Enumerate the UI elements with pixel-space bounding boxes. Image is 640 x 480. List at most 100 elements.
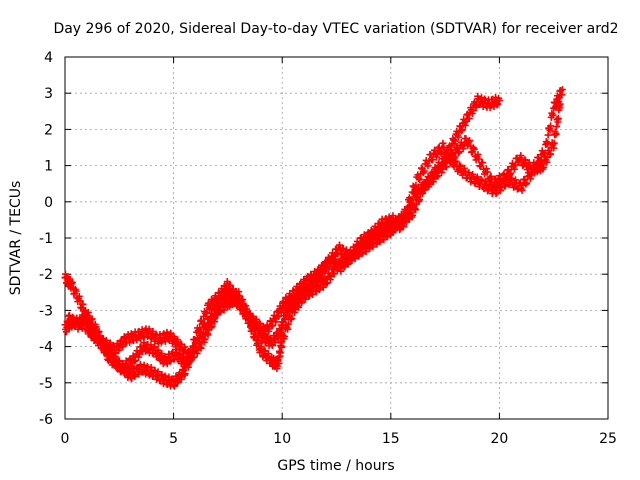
data-point	[543, 139, 551, 147]
data-point	[460, 164, 468, 172]
data-point	[550, 139, 558, 147]
data-point	[199, 319, 207, 327]
data-point	[429, 178, 437, 186]
data-point	[552, 130, 560, 138]
y-tick-label: 4	[44, 50, 53, 66]
data-point	[115, 358, 123, 366]
data-point	[470, 145, 478, 153]
data-point	[495, 96, 503, 104]
y-tick-label: -4	[39, 340, 53, 356]
data-point	[456, 161, 464, 169]
data-point	[482, 165, 490, 173]
x-axis-label: GPS time / hours	[277, 458, 394, 474]
data-point	[444, 146, 452, 154]
y-axis-label: SDTVAR / TECUs	[8, 181, 24, 296]
data-point	[466, 137, 474, 145]
data-point	[436, 148, 444, 156]
data-point	[281, 315, 289, 323]
data-point	[416, 190, 424, 198]
data-point	[467, 178, 475, 186]
data-point	[429, 156, 437, 164]
data-point	[433, 173, 441, 181]
x-tick-label: 15	[382, 431, 400, 447]
data-point	[521, 156, 529, 164]
data-point	[457, 162, 465, 170]
data-point	[447, 156, 455, 164]
data-point	[506, 171, 514, 179]
data-point	[552, 102, 560, 110]
data-point	[275, 313, 283, 321]
data-point	[276, 349, 284, 357]
data-point	[413, 193, 421, 201]
data-point	[408, 202, 416, 210]
data-point	[477, 175, 485, 183]
data-point	[190, 353, 198, 361]
data-point	[226, 281, 234, 289]
y-tick-label: 1	[44, 159, 53, 175]
data-point	[439, 139, 447, 147]
data-point	[192, 336, 200, 344]
data-point	[528, 168, 536, 176]
data-point	[214, 311, 222, 319]
data-point	[493, 180, 501, 188]
data-point	[552, 123, 560, 131]
data-point	[493, 188, 501, 196]
x-tick-label: 0	[61, 431, 70, 447]
data-point	[479, 159, 487, 167]
data-point	[540, 153, 548, 161]
data-point	[79, 300, 87, 308]
data-point	[504, 166, 512, 174]
data-point	[99, 337, 107, 345]
data-point	[284, 320, 292, 328]
data-point	[181, 370, 189, 378]
data-point	[459, 145, 467, 153]
data-point	[92, 323, 100, 331]
data-point	[404, 210, 412, 218]
series-track-b	[61, 100, 564, 365]
data-point	[502, 177, 510, 185]
data-point	[554, 114, 562, 122]
data-point	[492, 190, 500, 198]
data-point	[451, 137, 459, 145]
data-point	[541, 149, 549, 157]
data-point	[547, 122, 555, 130]
data-point	[414, 183, 422, 191]
data-point	[453, 143, 461, 151]
data-point	[508, 175, 516, 183]
x-tick-label: 20	[490, 431, 508, 447]
grid-layer	[65, 57, 608, 419]
data-point	[239, 296, 247, 304]
data-point	[352, 248, 360, 256]
y-tick-label: 0	[44, 195, 53, 211]
points-layer	[61, 86, 566, 390]
data-point	[278, 343, 286, 351]
data-point	[416, 176, 424, 184]
data-point	[288, 314, 296, 322]
data-point	[510, 183, 518, 191]
data-point	[487, 172, 495, 180]
y-tick-label: 2	[44, 122, 53, 138]
data-point	[510, 165, 518, 173]
data-point	[465, 138, 473, 146]
data-point	[522, 180, 530, 188]
data-point	[420, 167, 428, 175]
data-point	[540, 163, 548, 171]
data-point	[526, 175, 534, 183]
data-point	[454, 149, 462, 157]
data-point	[305, 288, 313, 296]
data-point	[275, 359, 283, 367]
data-point	[424, 162, 432, 170]
y-tick-label: -3	[39, 303, 53, 319]
data-point	[465, 169, 473, 177]
data-point	[536, 157, 544, 165]
data-point	[415, 175, 423, 183]
x-tick-label: 25	[599, 431, 617, 447]
data-point	[465, 115, 473, 123]
data-point	[549, 111, 557, 119]
data-point	[547, 150, 555, 158]
data-point	[458, 126, 466, 134]
data-point	[455, 148, 463, 156]
data-point	[507, 169, 515, 177]
